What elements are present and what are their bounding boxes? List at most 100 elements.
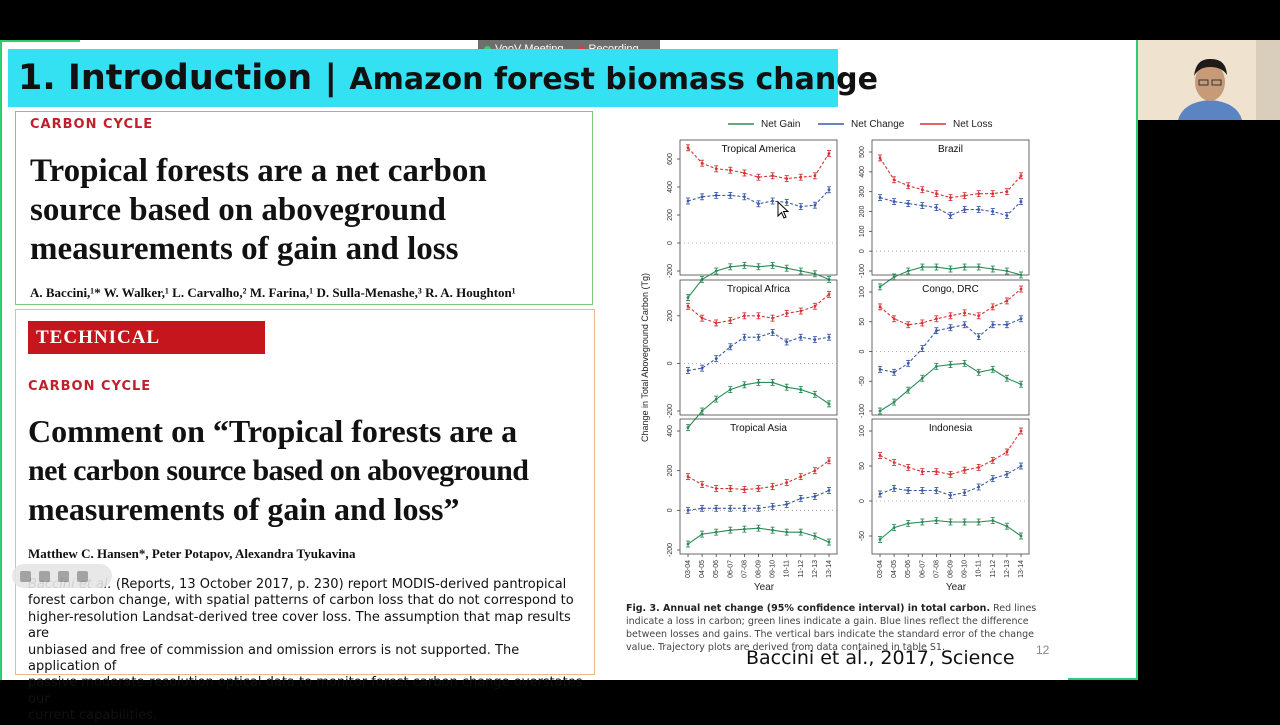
data-point-gain	[700, 409, 704, 413]
data-point-change	[714, 357, 718, 361]
data-point-change	[920, 204, 924, 207]
data-point-loss	[714, 487, 718, 490]
data-point-loss	[743, 488, 746, 491]
data-point-loss	[1019, 174, 1023, 178]
data-point-loss	[785, 312, 789, 315]
y-tick-label: 400	[667, 425, 674, 437]
data-point-change	[935, 489, 938, 492]
data-point-loss	[728, 319, 732, 322]
y-tick-label: -100	[859, 404, 866, 418]
x-axis-label: Year	[946, 582, 967, 593]
x-tick-label: 05-06	[905, 560, 912, 578]
series-line-loss	[687, 147, 830, 180]
data-point-change	[728, 194, 732, 197]
close-icon[interactable]	[77, 570, 88, 582]
x-tick-label: 11-12	[990, 560, 997, 577]
data-point-loss	[935, 317, 938, 321]
abstract-line: higher-resolution Landsat-derived tree c…	[28, 609, 571, 642]
data-point-loss	[977, 192, 981, 196]
y-tick-label: -200	[667, 404, 674, 418]
series-line-gain	[687, 381, 830, 429]
data-point-change	[949, 494, 952, 497]
data-point-loss	[799, 175, 803, 179]
y-tick-label: 400	[859, 166, 866, 178]
data-point-change	[1005, 214, 1009, 217]
y-axis-label: Change in Total Aboveground Carbon (Tg)	[640, 273, 650, 442]
data-point-gain	[949, 520, 952, 524]
y-tick-label: 200	[667, 310, 674, 322]
y-tick-label: 200	[667, 465, 674, 477]
data-point-gain	[686, 296, 690, 299]
video-letterbox	[1138, 120, 1280, 720]
data-point-loss	[700, 316, 704, 320]
data-point-change	[743, 506, 746, 510]
data-point-gain	[813, 392, 817, 396]
y-tick-label: 50	[859, 462, 866, 470]
data-point-change	[1019, 317, 1023, 321]
data-point-gain	[1005, 376, 1009, 380]
article-card-original	[15, 111, 593, 305]
article1-authors: A. Baccini,¹* W. Walker,¹ L. Carvalho,² …	[30, 285, 516, 300]
data-point-change	[920, 489, 924, 492]
x-tick-label: 09-10	[962, 560, 969, 578]
slide-title-main: 1. Introduction |	[18, 58, 350, 98]
x-tick-label: 06-07	[727, 560, 734, 578]
data-point-loss	[799, 309, 803, 313]
slide-border-right	[1136, 40, 1138, 680]
data-point-loss	[728, 168, 732, 172]
data-point-change	[799, 205, 803, 208]
data-point-change	[878, 196, 882, 200]
data-point-change	[827, 188, 831, 192]
article1-headline: Tropical forests are a net carbon source…	[30, 152, 487, 269]
data-point-change	[700, 366, 704, 370]
data-point-change	[963, 491, 966, 494]
article2-authors: Matthew C. Hansen*, Peter Potapov, Alexa…	[28, 546, 356, 561]
data-point-gain	[686, 426, 690, 430]
x-tick-label: 08-09	[948, 560, 955, 578]
data-point-gain	[785, 530, 789, 534]
data-point-loss	[1005, 190, 1009, 194]
y-tick-label: 100	[859, 425, 866, 437]
data-point-change	[963, 323, 966, 327]
data-point-loss	[935, 192, 938, 196]
grid-icon[interactable]	[20, 570, 31, 582]
x-tick-label: 08-09	[756, 560, 763, 578]
more-icon[interactable]	[58, 570, 69, 582]
data-point-gain	[991, 267, 995, 271]
data-point-loss	[1005, 450, 1009, 454]
data-point-change	[686, 508, 690, 512]
data-point-loss	[949, 473, 952, 476]
panel-title: Tropical Asia	[730, 423, 787, 434]
data-point-change	[977, 208, 981, 211]
data-point-gain	[906, 522, 910, 525]
data-point-loss	[906, 323, 910, 327]
floating-slide-toolbar[interactable]	[12, 564, 112, 588]
zoom-icon[interactable]	[39, 570, 50, 582]
data-point-loss	[813, 304, 817, 308]
technical-comment-badge: TECHNICAL COMMENT	[28, 321, 264, 381]
data-point-change	[1005, 473, 1009, 476]
data-point-loss	[714, 167, 718, 171]
data-point-gain	[949, 363, 952, 366]
data-point-gain	[892, 526, 896, 529]
data-point-loss	[771, 485, 774, 488]
chart-panel: Tropical Asia 400 200 0 -200 03-04 04-05 05-06 0…	[667, 418, 838, 578]
data-point-loss	[949, 196, 952, 200]
abstract-line: unbiased and free of commission and omis…	[28, 642, 520, 675]
data-point-gain	[977, 265, 981, 269]
presenter-webcam[interactable]	[1138, 40, 1280, 120]
slide-title-sub: Amazon forest biomass change	[349, 62, 879, 97]
panel-title: Tropical America	[721, 144, 796, 155]
article2-headline: Comment on “Tropical forests are a net c…	[28, 412, 529, 529]
y-tick-label: 50	[859, 318, 866, 326]
data-point-gain	[920, 520, 924, 524]
data-point-change	[949, 326, 952, 330]
article2-abstract: Baccini et al. (Reports, 13 October 2017…	[28, 577, 590, 725]
data-point-change	[728, 506, 732, 510]
y-tick-label: 0	[859, 499, 866, 503]
x-tick-label: 05-06	[713, 560, 720, 578]
panel-frame	[679, 279, 838, 416]
x-tick-label: 12-13	[1004, 560, 1011, 578]
data-point-loss	[991, 305, 995, 309]
headline-line: net carbon source based on aboveground	[28, 454, 529, 487]
